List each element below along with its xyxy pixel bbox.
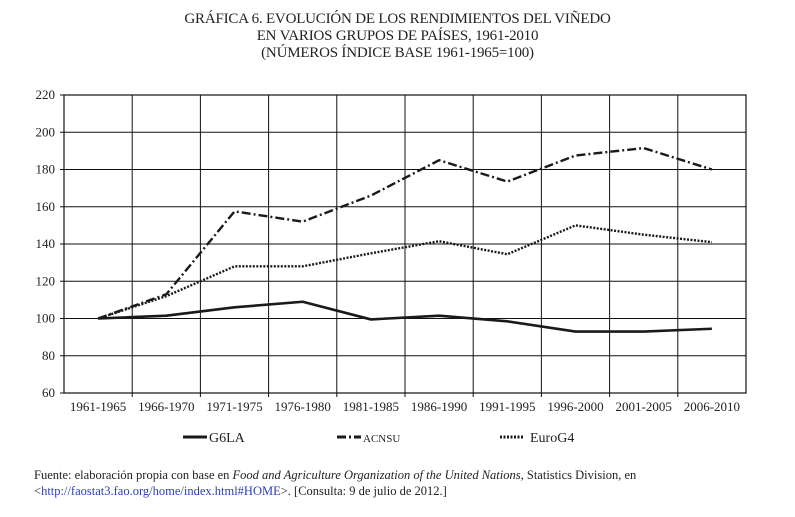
x-tick-label: 1971-1975 — [206, 399, 262, 414]
plot-border — [63, 94, 747, 394]
x-tick-label: 1996-2000 — [547, 399, 603, 414]
y-tick-label: 60 — [42, 385, 55, 400]
footnote-suffix: >. [Consulta: 9 de julio de 2012.] — [280, 484, 447, 498]
y-tick-label: 180 — [36, 162, 56, 177]
y-tick-label: 160 — [36, 199, 56, 214]
y-tick-label: 140 — [36, 236, 56, 251]
x-tick-label: 1961-1965 — [70, 399, 126, 414]
footnote: Fuente: elaboración propia con base en F… — [6, 467, 786, 499]
footnote-link[interactable]: http://faostat3.fao.org/home/index.html#… — [41, 484, 281, 498]
legend-label-eurog4: EuroG4 — [530, 431, 574, 446]
chart-title: GRÁFICA 6. EVOLUCIÓN DE LOS RENDIMIENTOS… — [0, 11, 795, 62]
footnote-source: Food and Agriculture Organization of the… — [232, 468, 521, 482]
series-line-g6la — [98, 300, 712, 333]
y-tick-label: 220 — [36, 87, 56, 102]
y-tick-label: 120 — [36, 273, 56, 288]
y-tick-label: 100 — [36, 311, 56, 326]
x-tick-label: 1991-1995 — [479, 399, 535, 414]
footnote-prefix: Fuente: elaboración propia con base en — [34, 468, 233, 482]
x-tick-label: 2001-2005 — [616, 399, 672, 414]
title-line-3: (NÚMEROS ÍNDICE BASE 1961-1965=100) — [261, 45, 534, 61]
title-line-1: GRÁFICA 6. EVOLUCIÓN DE LOS RENDIMIENTOS… — [184, 11, 611, 27]
footnote-middle: , Statistics Division, en < — [34, 468, 637, 498]
x-tick-label: 1986-1990 — [411, 399, 467, 414]
y-tick-label: 200 — [36, 124, 56, 139]
legend-label-g6la: G6LA — [209, 431, 246, 446]
series-line-eurog4 — [97, 224, 713, 320]
title-line-2: EN VARIOS GRUPOS DE PAÍSES, 1961-2010 — [256, 28, 539, 44]
x-tick-label: 1966-1970 — [138, 399, 194, 414]
legend-label-acnsu: ACNSU — [363, 433, 400, 445]
x-tick-label: 1976-1980 — [275, 399, 331, 414]
y-tick-label: 80 — [42, 348, 55, 363]
x-tick-label: 1981-1985 — [343, 399, 399, 414]
x-tick-label: 2006-2010 — [684, 399, 740, 414]
series-line-acnsu — [97, 146, 713, 320]
